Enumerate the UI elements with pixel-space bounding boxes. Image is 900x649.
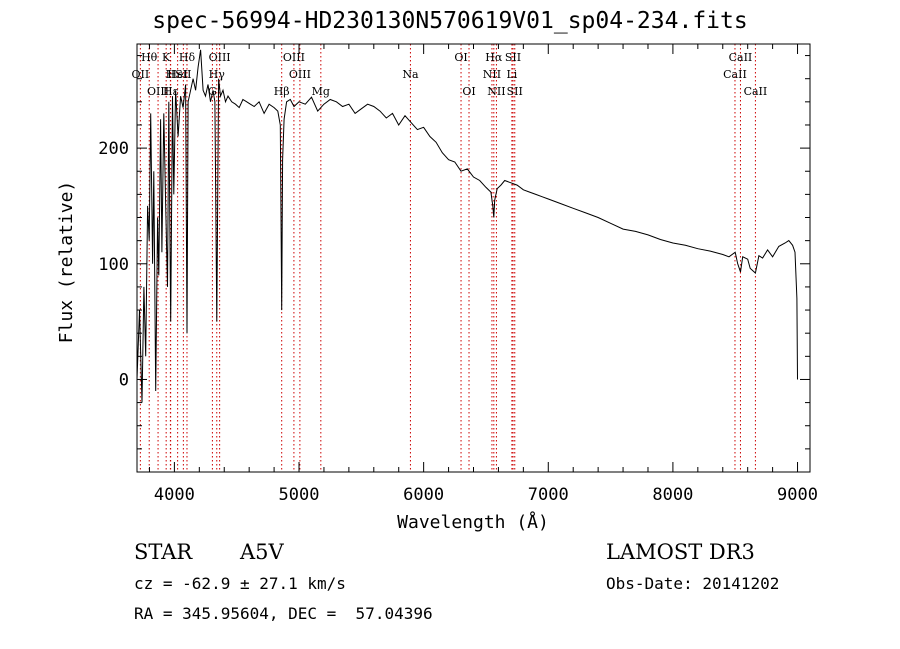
- y-axis-ticks: 0 100 200: [98, 55, 810, 473]
- line-label: NII: [487, 85, 505, 98]
- line-label: Hγ: [209, 68, 226, 81]
- line-label: OIII: [209, 51, 231, 64]
- line-label: SII: [175, 68, 191, 81]
- line-label: Hβ: [274, 85, 290, 98]
- line-label: SII: [507, 85, 523, 98]
- line-label: Li: [506, 68, 517, 81]
- line-label: OII: [132, 68, 150, 81]
- coordinates: RA = 345.95604, DEC = 57.04396: [134, 604, 433, 623]
- x-tick-label: 6000: [403, 485, 444, 505]
- line-label: OI: [454, 51, 467, 64]
- line-label: Hθ: [141, 51, 158, 64]
- line-label: SII: [505, 51, 521, 64]
- object-type: STAR: [134, 540, 193, 564]
- line-label: OIII: [289, 68, 311, 81]
- x-tick-label: 4000: [154, 485, 195, 505]
- y-tick-label: 0: [119, 370, 129, 390]
- spectral-class: A5V: [240, 540, 284, 564]
- x-tick-label: 9000: [777, 485, 818, 505]
- y-tick-label: 100: [98, 255, 129, 275]
- redshift-velocity: cz = -62.9 ± 27.1 km/s: [134, 574, 346, 593]
- y-tick-label: 200: [98, 139, 129, 159]
- flux-series-line: [136, 49, 798, 403]
- line-label: OIII: [147, 85, 169, 98]
- line-label: CaII: [729, 51, 753, 64]
- x-axis-ticks: 4000 5000 6000 7000 8000 9000: [148, 44, 818, 505]
- line-label: Mg: [312, 85, 330, 98]
- line-label: NII: [483, 68, 501, 81]
- line-label: Hδ: [179, 51, 196, 64]
- plot-frame: [136, 43, 811, 473]
- line-label: K: [162, 51, 171, 64]
- spectral-line-markers: [139, 44, 756, 472]
- line-label: CaII: [723, 68, 747, 81]
- line-label: OIII: [283, 51, 305, 64]
- observation-date: Obs-Date: 20141202: [606, 574, 780, 593]
- x-axis-label: Wavelength (Å): [397, 511, 549, 533]
- x-tick-label: 7000: [528, 485, 569, 505]
- y-axis-label: Flux (relative): [56, 181, 77, 344]
- line-label: Hε: [163, 85, 179, 98]
- line-label: CaII: [744, 85, 768, 98]
- line-label: Hα: [485, 51, 503, 64]
- x-tick-label: 8000: [652, 485, 693, 505]
- x-tick-label: 5000: [279, 485, 320, 505]
- survey-name: LAMOST DR3: [606, 540, 755, 564]
- chart-title: spec-56994-HD230130N570619V01_sp04-234.f…: [152, 8, 748, 34]
- line-label: H: [166, 68, 176, 81]
- line-label: OI: [462, 85, 475, 98]
- line-label: Na: [402, 68, 419, 81]
- line-label: HeI: [167, 68, 187, 81]
